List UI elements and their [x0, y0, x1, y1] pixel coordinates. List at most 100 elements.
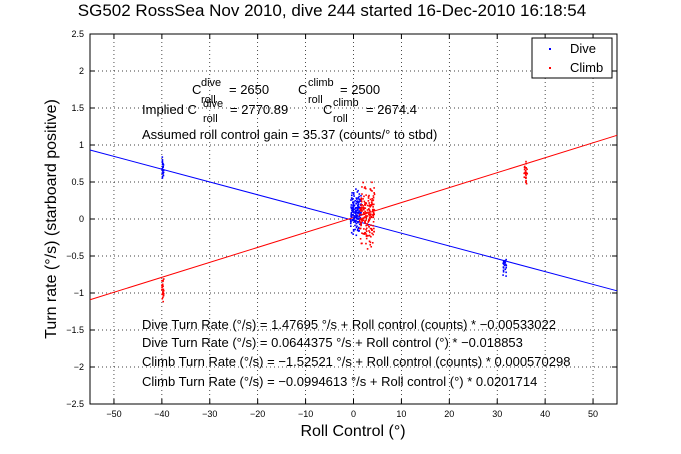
legend-label-dive: Dive — [570, 41, 596, 56]
legend-marker-climb — [549, 67, 551, 69]
dive-point — [161, 167, 163, 170]
climb-point — [365, 216, 367, 219]
dive-point — [358, 220, 361, 223]
dive-point — [350, 199, 352, 201]
climb-point — [161, 279, 163, 282]
climb-point — [162, 279, 164, 282]
climb-point — [359, 214, 361, 216]
x-tick-label: −40 — [154, 409, 169, 419]
climb-point — [360, 223, 362, 226]
dive-point — [356, 209, 358, 212]
climb-point — [366, 204, 369, 207]
climb-point — [525, 162, 527, 165]
x-tick-label: 20 — [444, 409, 454, 419]
y-tick-label: 1.5 — [71, 103, 84, 113]
dive-point — [360, 194, 362, 197]
x-tick-label: −30 — [202, 409, 217, 419]
climb-point — [365, 230, 368, 233]
climb-point — [364, 212, 367, 215]
implied-croll-annotation: Implied C dive roll = 2770.89 C climb ro… — [142, 97, 417, 125]
grid-lines — [90, 33, 617, 405]
dive-point — [359, 217, 362, 219]
climb-point — [525, 177, 527, 180]
dive-point — [352, 205, 355, 208]
climb-point — [367, 211, 369, 214]
dive-point — [358, 193, 361, 195]
climb-point — [525, 172, 528, 174]
climb-point — [366, 215, 369, 217]
climb-point — [363, 200, 366, 203]
dive-point — [352, 228, 355, 231]
climb-point — [362, 233, 365, 235]
legend-box — [531, 37, 613, 79]
dive-point — [502, 266, 505, 268]
dive-point — [355, 214, 357, 216]
climb-point — [372, 196, 375, 199]
dive-point — [350, 194, 353, 197]
climb-point — [369, 227, 372, 230]
dive-point — [161, 175, 164, 178]
climb-point — [368, 216, 371, 218]
climb-point — [364, 222, 367, 224]
climb-point — [370, 204, 372, 206]
dive-point — [358, 230, 360, 232]
climb-point — [162, 288, 165, 291]
dive-point — [352, 192, 355, 194]
climb-point — [373, 187, 375, 189]
climb-point — [525, 182, 528, 185]
climb-point — [363, 213, 366, 216]
climb-point — [368, 209, 371, 212]
dive-point — [352, 219, 354, 222]
climb-point — [373, 213, 375, 216]
dive-point — [352, 203, 355, 205]
climb-point — [358, 219, 361, 222]
climb-point — [372, 203, 375, 206]
dive-point — [359, 212, 361, 214]
climb-point — [366, 223, 369, 225]
dive-point — [350, 220, 352, 223]
climb-point — [365, 233, 367, 235]
dive-point — [357, 218, 359, 221]
dive-point — [350, 204, 353, 206]
dive-point — [358, 215, 361, 217]
x-tick-label: 50 — [588, 409, 598, 419]
climb-point — [162, 292, 164, 294]
dive-point — [352, 204, 355, 206]
y-tick-labels: −2.5 −2 −1.5 −1 −0.5 0 0.5 1 1.5 2 2.5 — [66, 29, 84, 409]
climb-point — [365, 224, 367, 227]
climb-point — [525, 171, 527, 173]
climb-point — [368, 204, 371, 206]
dive-point — [161, 156, 164, 158]
climb-point — [361, 207, 364, 209]
dive-point — [355, 217, 358, 220]
dive-point — [161, 163, 164, 166]
x-tick-label: 10 — [396, 409, 406, 419]
climb-point — [372, 195, 375, 197]
climb-point — [367, 200, 370, 202]
climb-point — [364, 207, 367, 209]
implied-dive-sub: roll — [203, 113, 218, 125]
x-tick-label: −20 — [250, 409, 265, 419]
climb-point — [161, 288, 163, 291]
climb-point — [370, 224, 372, 226]
dive-point — [355, 197, 358, 199]
climb-point — [364, 216, 366, 218]
climb-point — [369, 206, 371, 208]
dive-point — [351, 198, 354, 200]
dive-point — [355, 222, 358, 225]
climb-point — [367, 224, 369, 226]
climb-point — [362, 205, 365, 207]
climb-point — [361, 232, 363, 234]
climb-point — [361, 213, 363, 216]
dive-point — [359, 198, 361, 201]
dive-point — [350, 231, 353, 234]
climb-point — [371, 198, 373, 200]
climb-point — [525, 167, 528, 169]
x-tick-label: −50 — [106, 409, 121, 419]
implied-dive-sup: dive — [203, 98, 223, 110]
climb-point — [361, 210, 363, 212]
climb-point — [370, 201, 373, 204]
gain-annotation: Assumed roll control gain = 35.37 (count… — [142, 127, 437, 142]
dive-point — [350, 213, 352, 215]
y-tick-label: 0 — [79, 214, 84, 224]
